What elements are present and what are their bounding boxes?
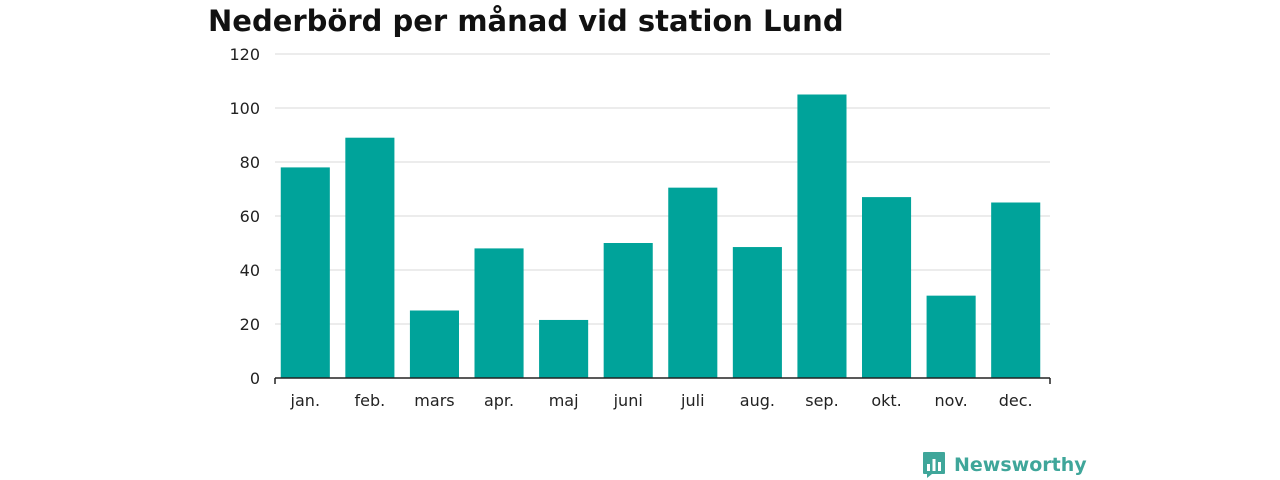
- x-tick-label: juli: [680, 391, 704, 410]
- gridlines: [275, 53, 1050, 325]
- bar-apr: [474, 248, 524, 378]
- x-tick-label: mars: [414, 391, 454, 410]
- x-tick-label: maj: [549, 391, 579, 410]
- y-tick-label: 60: [240, 207, 260, 226]
- y-tick-label: 100: [229, 99, 260, 118]
- y-tick-labels: 0 20 40 60 80 100 120: [229, 45, 260, 388]
- bar-jan: [280, 167, 330, 378]
- bar-okt: [862, 197, 912, 378]
- x-tick-label: nov.: [935, 391, 968, 410]
- bar-sep: [797, 94, 847, 378]
- newsworthy-logo: Newsworthy: [922, 451, 1087, 479]
- chart-title: Nederbörd per månad vid station Lund: [208, 4, 844, 38]
- axes: [274, 377, 1051, 384]
- y-tick-label: 120: [229, 45, 260, 64]
- bar-dec: [991, 202, 1041, 378]
- bar-maj: [539, 319, 589, 378]
- bar-feb: [345, 137, 395, 378]
- x-tick-label: dec.: [999, 391, 1033, 410]
- bar-juli: [668, 187, 718, 378]
- y-tick-label: 80: [240, 153, 260, 172]
- x-tick-label: sep.: [805, 391, 838, 410]
- x-tick-label: aug.: [740, 391, 775, 410]
- x-tick-label: feb.: [355, 391, 386, 410]
- bar-chart-speech-bubble-icon: [923, 452, 945, 478]
- x-tick-label: jan.: [290, 391, 320, 410]
- y-tick-label: 40: [240, 261, 260, 280]
- bars: [280, 94, 1041, 378]
- bar-aug: [732, 247, 782, 378]
- x-tick-labels: jan. feb. mars apr. maj juni juli aug. sep. okt. n…: [290, 391, 1033, 410]
- logo-text: Newsworthy: [954, 454, 1087, 476]
- y-tick-label: 0: [250, 369, 260, 388]
- y-tick-label: 20: [240, 315, 260, 334]
- bar-nov: [926, 295, 976, 378]
- x-tick-label: juni: [613, 391, 643, 410]
- bar-mars: [409, 310, 459, 378]
- x-tick-label: apr.: [484, 391, 514, 410]
- bar-juni: [603, 243, 653, 378]
- x-tick-label: okt.: [871, 391, 901, 410]
